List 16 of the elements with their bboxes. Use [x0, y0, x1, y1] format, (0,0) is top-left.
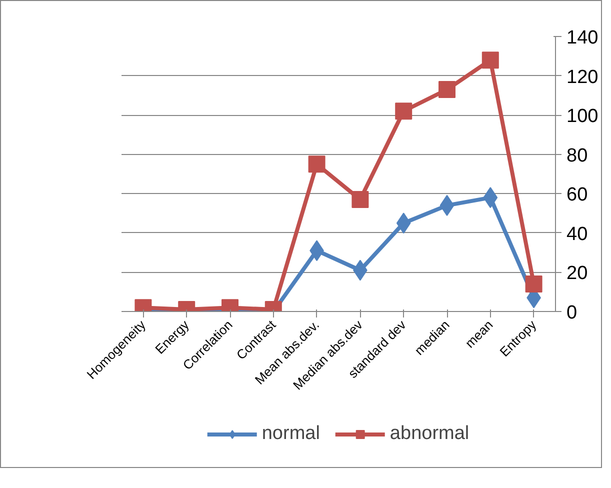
- y-tick-label: 0: [566, 302, 578, 324]
- y-tick-label: 60: [566, 184, 588, 206]
- point: [482, 52, 499, 69]
- legend-label: abnormal: [390, 423, 470, 445]
- y-tick-label: 20: [566, 263, 588, 284]
- legend-label: normal: [262, 423, 320, 445]
- y-tick-label: 80: [566, 145, 588, 166]
- point: [525, 276, 542, 292]
- y-tick-label: 40: [566, 224, 588, 245]
- y-tick-label: 100: [566, 106, 598, 128]
- point: [395, 102, 412, 120]
- y-tick-label: 120: [566, 66, 598, 88]
- point: [438, 81, 456, 98]
- y-tick-label: 140: [566, 28, 598, 48]
- point: [308, 156, 326, 173]
- point: [352, 191, 369, 208]
